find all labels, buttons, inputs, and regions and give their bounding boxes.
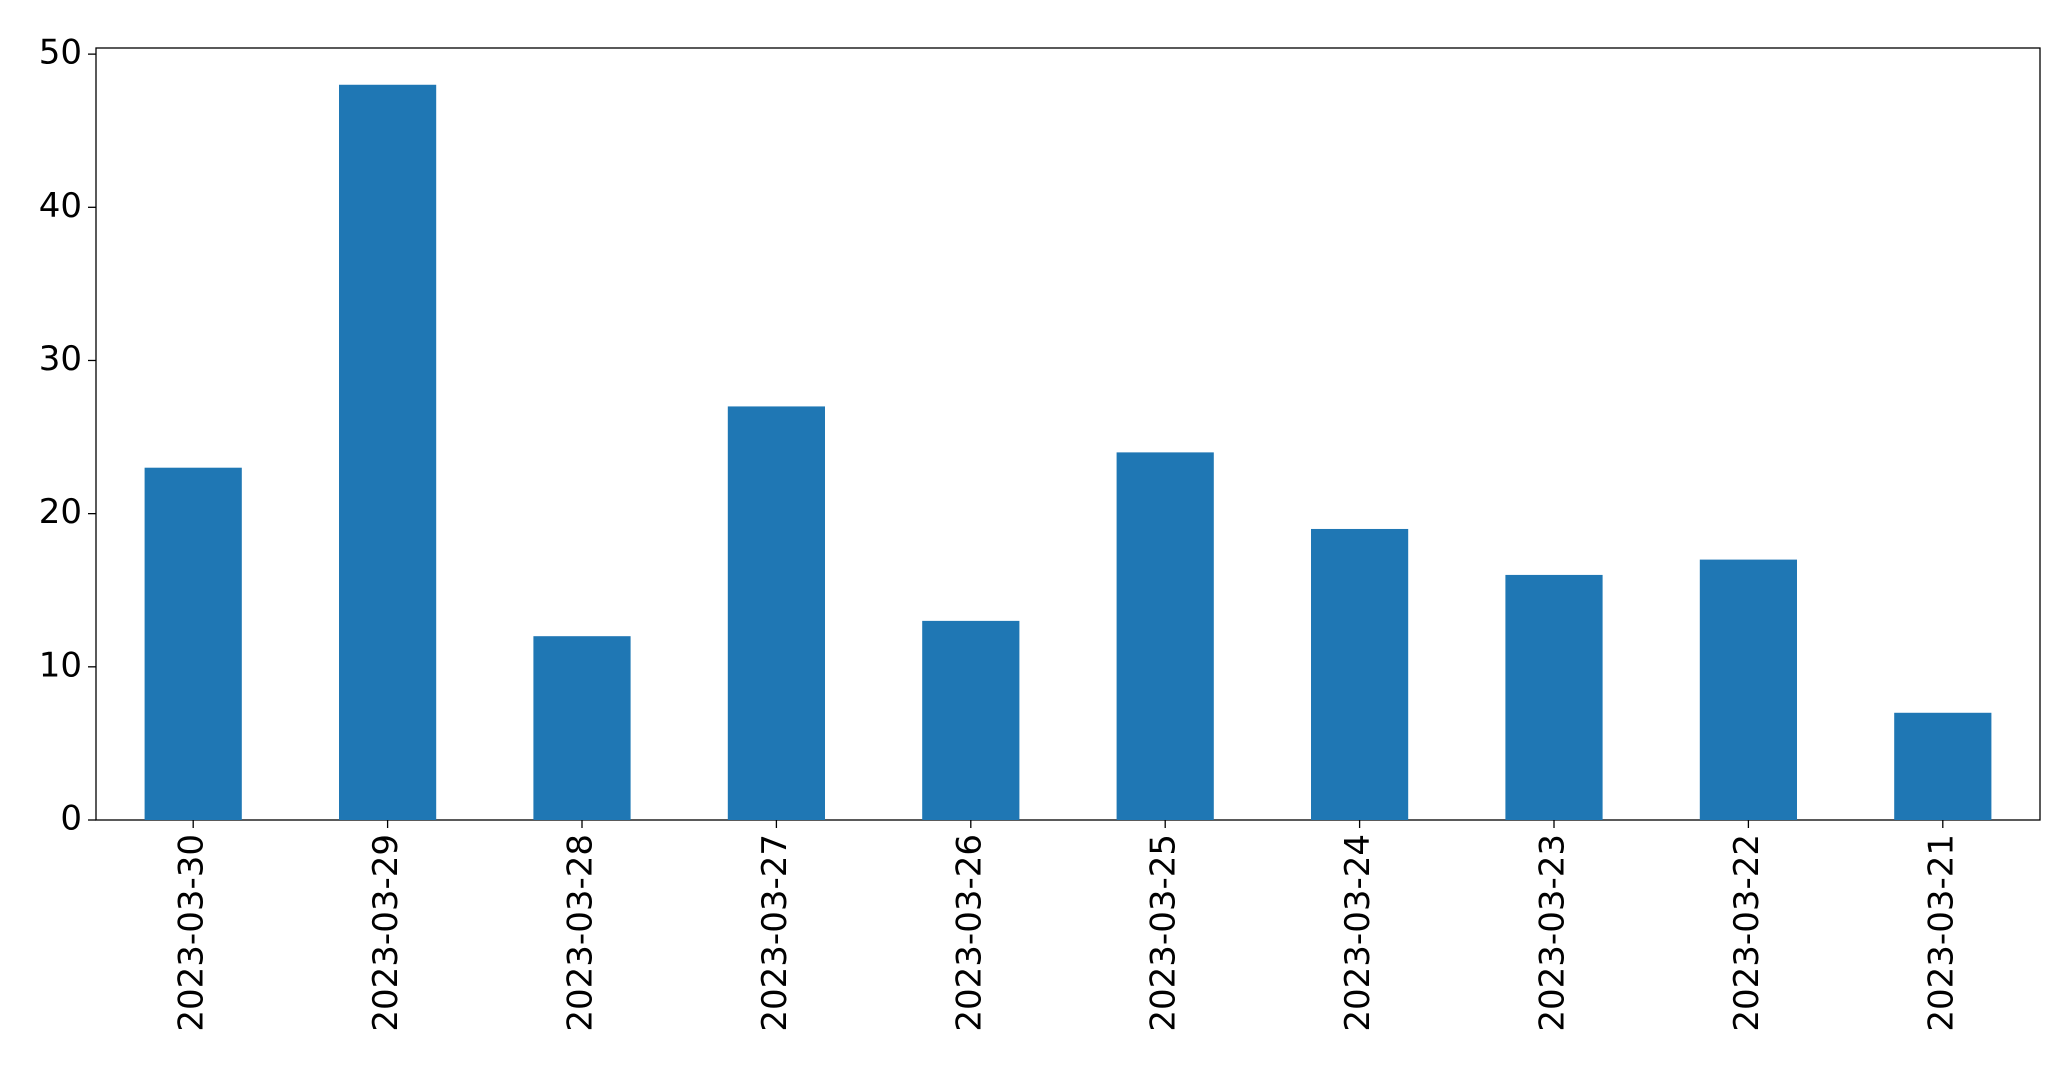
y-tick-label: 20 — [39, 492, 82, 532]
bar — [1311, 528, 1409, 820]
y-tick-label: 10 — [39, 645, 82, 685]
bar — [1699, 559, 1797, 820]
bar — [922, 620, 1020, 820]
plot-frame — [95, 47, 2041, 821]
y-tick-label: 30 — [39, 339, 82, 379]
x-tick-label: 2023-03-25 — [1144, 834, 1184, 1032]
bar — [1894, 712, 1992, 820]
bar — [533, 636, 631, 820]
x-tick-label: 2023-03-29 — [366, 834, 406, 1032]
x-tick-label: 2023-03-26 — [949, 834, 989, 1032]
x-tick-label: 2023-03-28 — [561, 834, 601, 1032]
x-tick-label: 2023-03-22 — [1727, 834, 1767, 1032]
bar — [1116, 452, 1214, 820]
bar — [1505, 574, 1603, 820]
y-tick-label: 40 — [39, 186, 82, 226]
x-tick-label: 2023-03-24 — [1338, 834, 1378, 1032]
y-tick-label: 50 — [39, 33, 82, 73]
x-tick-label: 2023-03-30 — [172, 834, 212, 1032]
y-tick-label: 0 — [60, 799, 82, 839]
x-tick-label: 2023-03-21 — [1921, 834, 1961, 1032]
x-tick-label: 2023-03-23 — [1533, 834, 1573, 1032]
bar — [727, 406, 825, 820]
bar — [144, 467, 242, 820]
bar — [339, 84, 437, 820]
x-tick-label: 2023-03-27 — [755, 834, 795, 1032]
